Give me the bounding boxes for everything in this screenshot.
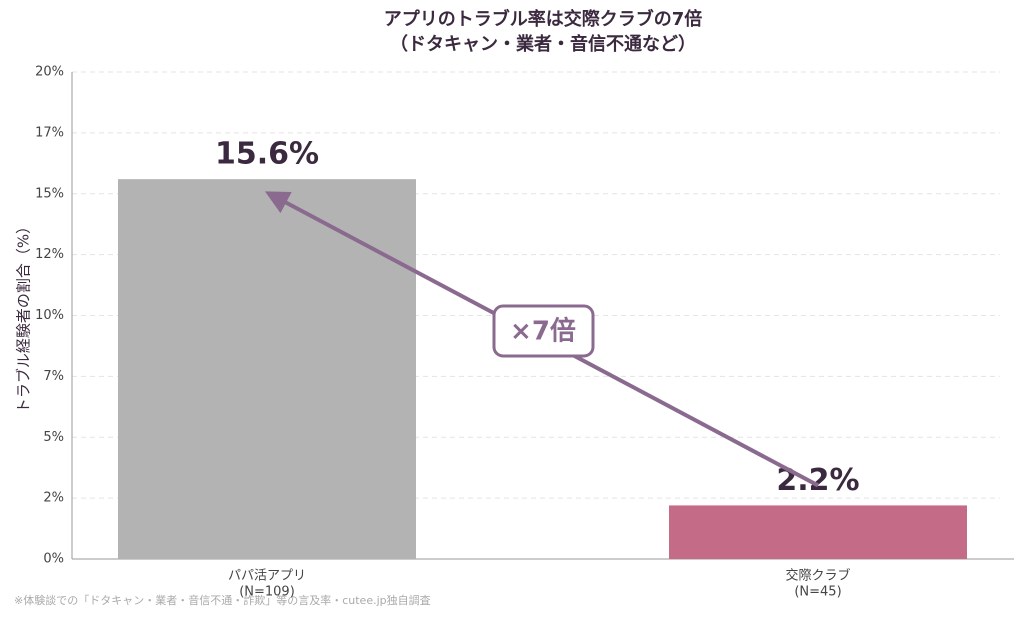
y-axis-label: トラブル経験者の割合（%） bbox=[15, 219, 33, 413]
x-tick-label: 交際クラブ bbox=[785, 568, 850, 584]
annotation-box bbox=[492, 304, 595, 358]
y-tick-label: 15% bbox=[35, 186, 64, 201]
y-tick-label: 0% bbox=[43, 552, 64, 567]
y-tick-label: 2% bbox=[43, 491, 64, 506]
y-tick-label: 10% bbox=[35, 308, 64, 323]
chart-title: アプリのトラブル率は交際クラブの7倍 bbox=[384, 8, 703, 30]
x-tick-note: (N=109) bbox=[239, 585, 295, 600]
y-tick-label: 12% bbox=[35, 247, 64, 262]
annotation: ×7倍 bbox=[510, 316, 576, 347]
y-tick-label: 5% bbox=[43, 430, 64, 445]
bar bbox=[669, 505, 967, 559]
y-tick-label: 7% bbox=[43, 369, 64, 384]
chart-subtitle: （ドタキャン・業者・音信不通など） bbox=[390, 33, 696, 55]
x-tick-note: (N=45) bbox=[794, 585, 841, 600]
x-tick-label: パパ活アプリ bbox=[228, 569, 306, 584]
bar bbox=[118, 179, 416, 559]
y-tick-label: 20% bbox=[35, 65, 64, 80]
y-tick-label: 17% bbox=[35, 125, 64, 140]
footnote: ※体験談での「ドタキャン・業者・音信不通・詐欺」等の言及率・cutee.jp独自… bbox=[14, 593, 431, 607]
value-label: 15.6% bbox=[215, 137, 319, 172]
